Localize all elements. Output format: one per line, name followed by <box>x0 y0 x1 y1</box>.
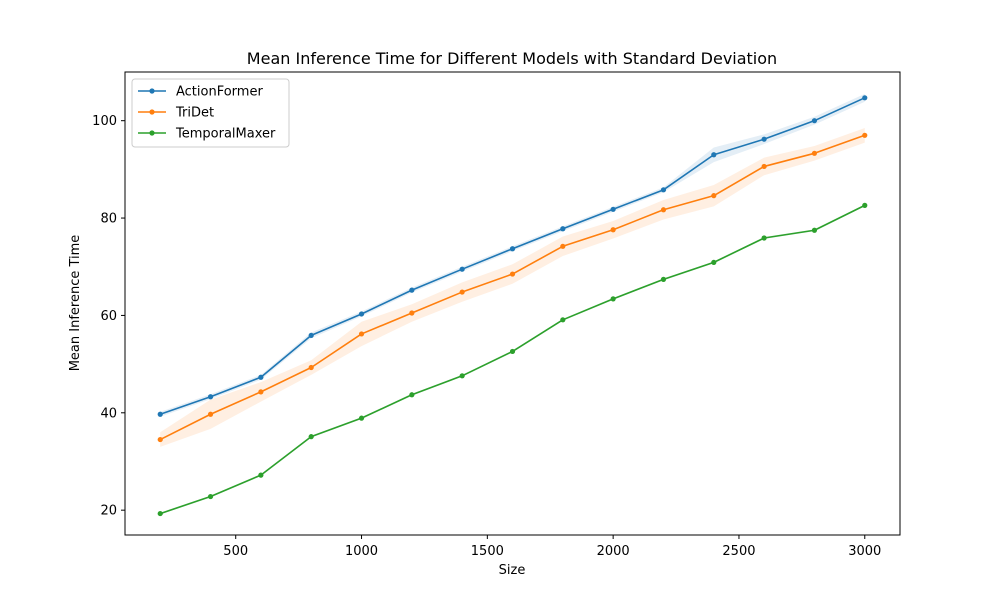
x-tick-label: 2500 <box>722 544 755 559</box>
actionformer-point <box>509 246 516 252</box>
tridet-point <box>459 289 465 295</box>
temporalmaxer-legend-label: TemporalMaxer <box>175 127 276 142</box>
y-tick-label: 60 <box>100 309 117 324</box>
tridet-legend-label: TriDet <box>175 106 214 121</box>
temporalmaxer-point <box>761 235 767 241</box>
actionformer-point <box>610 206 616 212</box>
tridet-point <box>862 132 868 138</box>
temporalmaxer-legend-marker <box>149 130 155 136</box>
temporalmaxer-point <box>308 434 314 440</box>
actionformer-point <box>660 187 667 193</box>
actionformer-point <box>560 226 566 232</box>
tridet-point <box>258 389 264 395</box>
y-tick-label: 100 <box>92 114 117 129</box>
chart-title: Mean Inference Time for Different Models… <box>247 49 777 68</box>
x-tick-label: 2000 <box>597 544 630 559</box>
actionformer-point <box>207 394 214 400</box>
temporalmaxer-point <box>358 415 365 421</box>
actionformer-legend-label: ActionFormer <box>176 85 263 100</box>
temporalmaxer-point <box>862 202 868 208</box>
tridet-point <box>308 364 314 371</box>
x-tick-label: 1000 <box>345 544 378 559</box>
actionformer-point <box>258 374 264 380</box>
tridet-point <box>811 150 818 156</box>
actionformer-point <box>409 287 415 293</box>
tridet-legend-marker <box>149 109 155 115</box>
actionformer-point <box>358 311 365 317</box>
tridet-point <box>358 331 365 337</box>
x-tick-label: 3000 <box>848 544 881 559</box>
y-axis-ticks: 20 40 60 80 100 <box>92 114 125 519</box>
temporalmaxer-point <box>711 259 717 265</box>
actionformer-point <box>157 411 163 417</box>
actionformer-std-band <box>160 93 865 417</box>
tridet-point <box>560 243 566 249</box>
std-bands <box>160 93 865 515</box>
y-tick-label: 40 <box>100 406 117 421</box>
y-tick-label: 80 <box>100 212 117 227</box>
plot-area-frame <box>124 71 901 536</box>
actionformer-point <box>862 95 868 101</box>
x-tick-label: 1500 <box>471 544 504 559</box>
legend: ActionFormer TriDet TemporalMaxer <box>131 78 290 148</box>
temporalmaxer-point <box>409 392 415 398</box>
x-axis-label: Size <box>499 563 526 578</box>
actionformer-point <box>811 118 818 124</box>
tridet-point <box>711 193 717 199</box>
temporalmaxer-point <box>207 493 214 500</box>
actionformer-point <box>711 152 717 158</box>
temporalmaxer-point <box>811 227 818 233</box>
temporalmaxer-point <box>157 510 163 517</box>
y-tick-label: 20 <box>100 504 117 519</box>
tridet-point <box>761 163 767 170</box>
temporalmaxer-point <box>258 472 264 478</box>
actionformer-legend-marker <box>149 88 155 94</box>
tridet-point <box>157 436 163 443</box>
temporalmaxer-point <box>610 296 616 302</box>
tridet-point <box>509 271 516 277</box>
x-axis-ticks: 500 1000 1500 2000 2500 3000 <box>223 535 881 559</box>
actionformer-point <box>459 266 465 272</box>
y-axis-label: Mean Inference Time <box>68 235 83 372</box>
tridet-point <box>610 227 616 233</box>
temporalmaxer-point <box>660 276 667 283</box>
temporalmaxer-point <box>560 317 566 323</box>
x-tick-label: 500 <box>223 544 248 559</box>
tridet-std-band <box>160 127 865 447</box>
legend-box <box>131 78 290 148</box>
series-points <box>157 95 868 517</box>
actionformer-point <box>761 136 767 142</box>
tridet-point <box>660 207 667 213</box>
temporalmaxer-point <box>509 348 516 355</box>
actionformer-point <box>308 332 314 338</box>
tridet-point <box>409 310 415 316</box>
temporalmaxer-point <box>459 373 465 379</box>
tridet-point <box>207 411 214 417</box>
